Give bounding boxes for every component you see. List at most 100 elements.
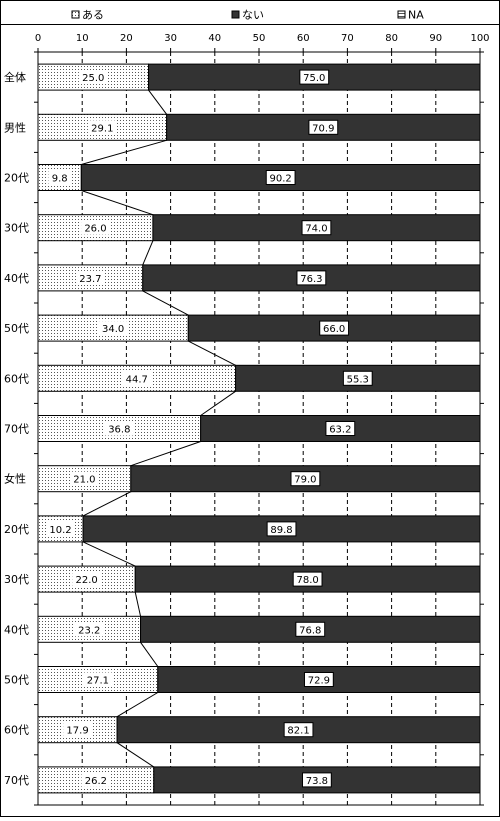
value-label-box-aru	[81, 772, 111, 787]
value-label-box-aru	[74, 622, 104, 637]
value-label-aru: 29.1	[91, 123, 113, 134]
bar-row: 60代 17.9 82.1	[4, 716, 481, 744]
value-label-box-aru	[70, 471, 99, 486]
value-label-box-nai	[319, 320, 350, 336]
value-label-box-nai	[265, 170, 296, 185]
value-label-box-nai	[283, 722, 314, 738]
x-tick-label: 10	[76, 33, 89, 44]
value-label-box-nai	[301, 220, 332, 236]
value-label-box-nai	[290, 471, 321, 487]
category-label: 60代	[4, 724, 29, 737]
bar-row: 70代 26.2 73.8	[4, 766, 481, 794]
value-label-box-nai	[325, 421, 356, 436]
value-label-aru: 17.9	[66, 726, 88, 737]
category-label: 40代	[4, 623, 29, 636]
series-connector-line	[116, 692, 159, 718]
value-label-box-nai	[299, 69, 330, 85]
value-label-box-nai	[295, 621, 326, 637]
value-label-box-aru	[81, 220, 110, 235]
value-label-box-nai	[302, 772, 332, 788]
category-label: 50代	[4, 322, 29, 335]
series-connector-line	[82, 541, 136, 567]
value-label-nai: 90.2	[270, 174, 292, 185]
value-label-box-nai	[308, 119, 339, 135]
bar-row: 全体 25.0 75.0	[4, 63, 481, 91]
value-label-nai: 79.0	[294, 475, 316, 486]
value-label-box-nai	[296, 270, 327, 286]
category-label: 30代	[4, 222, 29, 235]
value-label-box-aru	[72, 572, 102, 587]
value-label-box-aru	[122, 371, 152, 386]
series-connector-line	[81, 190, 154, 216]
legend-item-aru: ある	[71, 9, 104, 22]
series-connector-line	[130, 441, 201, 467]
value-label-nai: 70.9	[312, 123, 334, 134]
category-label: 50代	[4, 674, 29, 687]
value-label-box-aru	[78, 70, 108, 85]
x-tick-label: 50	[253, 33, 266, 44]
category-label: 全体	[4, 70, 26, 84]
value-label-nai: 73.8	[306, 776, 328, 787]
value-label-nai: 63.2	[329, 425, 351, 436]
bar-segment-nai	[142, 264, 481, 292]
x-tick-label: 40	[208, 33, 221, 44]
series-connector-line	[116, 742, 155, 768]
legend-label-nai: ない	[242, 9, 264, 22]
value-label-nai: 55.3	[347, 374, 369, 385]
bar-row: 40代 23.2 76.8	[4, 615, 481, 643]
value-label-box-aru	[46, 521, 75, 536]
category-label: 70代	[4, 774, 29, 787]
bar-row: 40代 23.7 76.3	[4, 264, 481, 292]
legend-item-na: NA	[397, 9, 424, 22]
value-label-nai: 89.8	[270, 525, 292, 536]
series-connector-line	[148, 89, 168, 115]
x-tick-label: 0	[35, 33, 41, 44]
legend-swatch-na	[397, 10, 406, 19]
value-label-box-nai	[303, 672, 334, 687]
value-label-box-aru	[87, 120, 117, 135]
legend-label-na: NA	[408, 9, 424, 22]
category-label: 60代	[4, 372, 29, 385]
bar-row: 30代 26.0 74.0	[4, 214, 481, 242]
bar-row: 男性 29.1 70.9	[4, 113, 481, 141]
series-connector-line	[200, 390, 236, 416]
value-label-nai: 76.8	[299, 625, 321, 636]
x-tick-label: 70	[341, 33, 354, 44]
value-label-aru: 44.7	[126, 374, 148, 385]
x-tick-label: 80	[385, 33, 398, 44]
value-label-nai: 76.3	[300, 274, 322, 285]
bar-row: 30代 22.0 78.0	[4, 565, 481, 593]
value-label-box-aru	[75, 270, 105, 285]
value-label-box-aru	[63, 722, 92, 737]
category-label: 30代	[4, 573, 29, 586]
value-label-aru: 34.0	[102, 324, 124, 335]
value-label-box-nai	[342, 370, 373, 386]
series-connector-line	[134, 591, 142, 617]
value-label-aru: 23.2	[78, 625, 100, 636]
series-connector-line	[142, 240, 154, 266]
value-label-nai: 82.1	[287, 726, 309, 737]
value-label-box-aru	[104, 421, 134, 436]
category-label: 女性	[4, 472, 26, 486]
value-label-nai: 72.9	[308, 676, 330, 687]
series-connector-line	[140, 642, 159, 667]
bar-row: 70代 36.8 63.2	[4, 415, 481, 442]
value-label-aru: 25.0	[82, 73, 104, 84]
bar-row: 20代 9.8 90.2	[4, 164, 481, 191]
legend-label-aru: ある	[82, 9, 104, 22]
x-tick-label: 20	[120, 33, 133, 44]
value-label-box-aru	[83, 672, 113, 687]
x-tick-label: 90	[429, 33, 442, 44]
value-label-aru: 27.1	[87, 676, 109, 687]
legend-swatch-nai	[231, 10, 240, 19]
category-label: 男性	[4, 120, 26, 134]
value-label-box-aru	[48, 170, 71, 185]
value-label-aru: 22.0	[75, 575, 97, 586]
bar-row: 60代 44.7 55.3	[4, 364, 481, 392]
bar-row: 50代 34.0 66.0	[4, 314, 481, 342]
value-label-aru: 23.7	[79, 274, 101, 285]
bar-row: 女性 21.0 79.0	[4, 465, 481, 493]
x-tick-label: 60	[297, 33, 310, 44]
plot-area: 全体 25.0 75.0 男性 29.1 70.9 20代 9.8 90.2 30代 26.0 74.…	[4, 48, 484, 806]
